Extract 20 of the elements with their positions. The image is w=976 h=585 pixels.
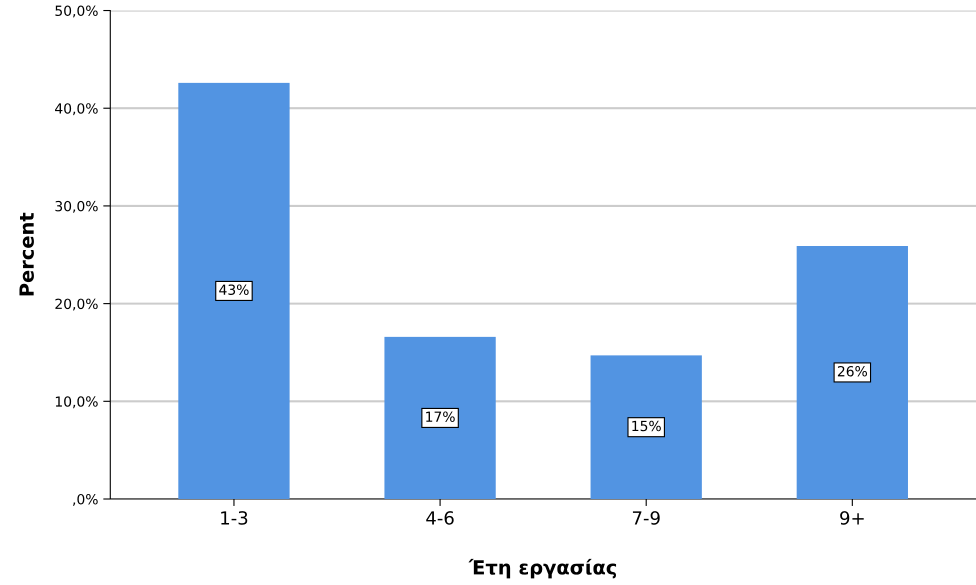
data-label: 17% <box>426 411 455 422</box>
y-tick-label: 20,0% <box>55 298 98 311</box>
y-tick-label: 10,0% <box>56 396 98 408</box>
y-tick-label: 40,0% <box>55 103 98 116</box>
bar <box>384 336 496 500</box>
data-label: 43% <box>219 284 249 295</box>
data-label: 15% <box>632 420 661 432</box>
bar <box>590 355 702 500</box>
y-tick-label: ,0% <box>73 494 98 506</box>
bar <box>796 246 908 500</box>
bar <box>178 82 290 500</box>
x-tick-label: 1-3 <box>221 511 248 525</box>
x-axis-title: Έτη εργασίας <box>468 558 616 578</box>
data-label: 26% <box>838 366 867 377</box>
x-tick-label: 7-9 <box>632 511 660 525</box>
x-tick-label: 9+ <box>840 511 864 525</box>
y-axis-title: Percent <box>19 212 34 296</box>
x-tick-label: 4-6 <box>426 511 454 525</box>
y-tick-label: 30,0% <box>55 200 98 213</box>
y-tick-label: 50,0% <box>55 6 98 18</box>
